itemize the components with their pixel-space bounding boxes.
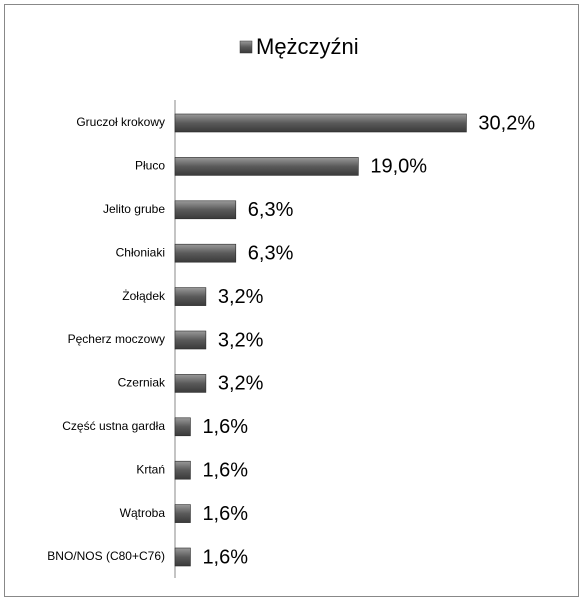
category-label: Czerniak (118, 376, 166, 390)
bar (174, 330, 207, 350)
value-label: 3,2% (218, 286, 264, 308)
bar (174, 287, 207, 306)
category-label: Gruczoł krokowy (76, 115, 165, 129)
category-label: Chłoniaki (116, 245, 165, 259)
bar (174, 504, 191, 523)
bar (174, 374, 207, 393)
category-label: Płuco (135, 159, 165, 173)
category-label: Pęcherz moczowy (68, 332, 165, 346)
legend-swatch (239, 40, 253, 54)
category-label: Wątroba (120, 506, 166, 520)
chart-border (4, 4, 579, 597)
value-label: 1,6% (202, 546, 248, 568)
category-label: Jelito grube (103, 202, 165, 216)
value-label: 1,6% (202, 416, 248, 438)
bar (174, 460, 191, 480)
bar (174, 547, 191, 567)
value-label: 30,2% (478, 112, 535, 134)
bar (174, 243, 237, 263)
value-label: 1,6% (202, 459, 248, 481)
legend-label: Mężczyźni (256, 34, 359, 59)
bar (174, 113, 467, 133)
category-label: BNO/NOS (C80+C76) (47, 549, 165, 563)
category-label: Krtań (136, 462, 165, 476)
value-label: 3,2% (218, 373, 264, 395)
bar (174, 200, 237, 220)
value-label: 6,3% (248, 242, 294, 264)
bar (174, 157, 359, 176)
value-label: 1,6% (202, 503, 248, 525)
bar (174, 417, 191, 437)
category-label: Żołądek (122, 289, 166, 303)
category-label: Część ustna gardła (62, 419, 165, 433)
value-label: 19,0% (370, 156, 427, 178)
value-label: 3,2% (218, 329, 264, 351)
value-label: 6,3% (248, 199, 294, 221)
